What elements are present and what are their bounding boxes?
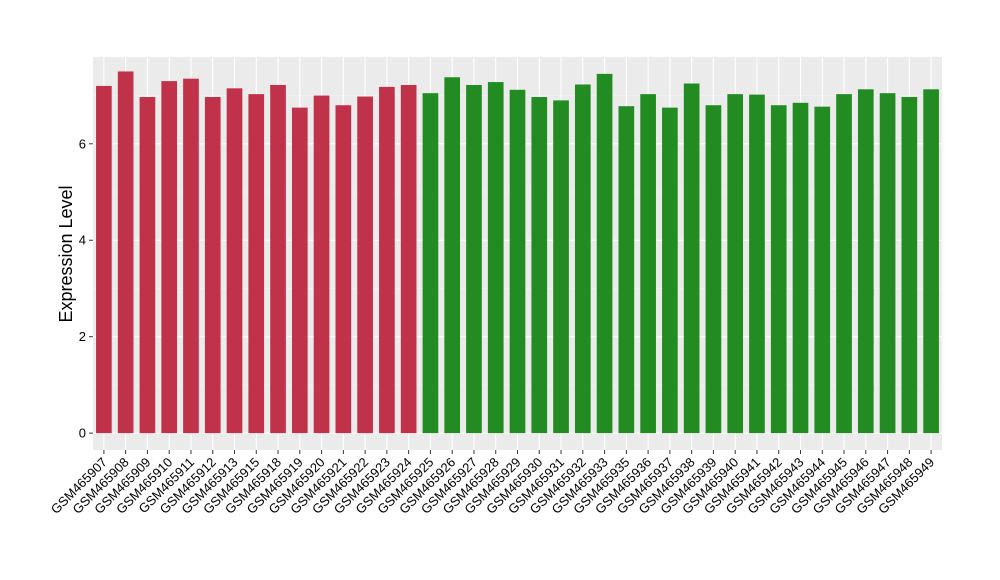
bar-GSM465936 <box>640 94 656 434</box>
bar-GSM465907 <box>96 85 112 434</box>
bar-GSM465947 <box>879 93 896 434</box>
bar-GSM465925 <box>422 93 439 434</box>
bar-GSM465949 <box>923 89 939 434</box>
bar-GSM465926 <box>444 77 461 434</box>
bar-GSM465924 <box>400 84 417 434</box>
bar-GSM465943 <box>792 102 809 434</box>
bar-GSM465939 <box>705 105 722 434</box>
bar-GSM465938 <box>683 83 700 434</box>
bar-GSM465931 <box>553 100 569 434</box>
bar-GSM465928 <box>487 82 504 434</box>
bars <box>96 71 939 434</box>
bar-GSM465922 <box>357 96 373 434</box>
bar-GSM465937 <box>662 107 678 434</box>
bar-GSM465940 <box>727 94 744 434</box>
y-axis-title: Expression Level <box>56 185 76 322</box>
bar-GSM465919 <box>291 107 308 434</box>
bar-GSM465932 <box>574 84 591 434</box>
y-tick-label: 4 <box>79 233 86 248</box>
bar-GSM465915 <box>248 94 265 434</box>
bar-GSM465948 <box>901 97 918 434</box>
bar-GSM465910 <box>161 81 178 434</box>
y-axis: 0 2 4 6 <box>79 136 93 441</box>
bar-GSM465912 <box>204 97 221 434</box>
bar-GSM465909 <box>139 97 156 434</box>
bar-GSM465923 <box>379 86 395 434</box>
bar-GSM465946 <box>857 89 874 434</box>
bar-GSM465941 <box>749 94 765 434</box>
y-tick-label: 6 <box>79 136 86 151</box>
bar-GSM465908 <box>117 71 134 434</box>
bar-GSM465920 <box>313 95 330 434</box>
bar-GSM465921 <box>335 105 352 434</box>
y-tick-label: 0 <box>79 426 86 441</box>
bar-GSM465927 <box>466 84 482 434</box>
bar-GSM465933 <box>596 73 613 434</box>
bar-GSM465930 <box>531 97 548 434</box>
bar-GSM465942 <box>770 105 787 434</box>
x-axis: GSM465907GSM465908GSM465909GSM465910GSM4… <box>48 450 937 517</box>
bar-GSM465918 <box>270 84 286 434</box>
bar-GSM465929 <box>509 89 526 434</box>
bar-GSM465945 <box>836 94 852 434</box>
bar-GSM465935 <box>618 106 635 434</box>
bar-GSM465913 <box>226 88 243 434</box>
y-tick-label: 2 <box>79 329 86 344</box>
bar-GSM465911 <box>183 78 199 434</box>
bar-GSM465944 <box>814 106 831 434</box>
